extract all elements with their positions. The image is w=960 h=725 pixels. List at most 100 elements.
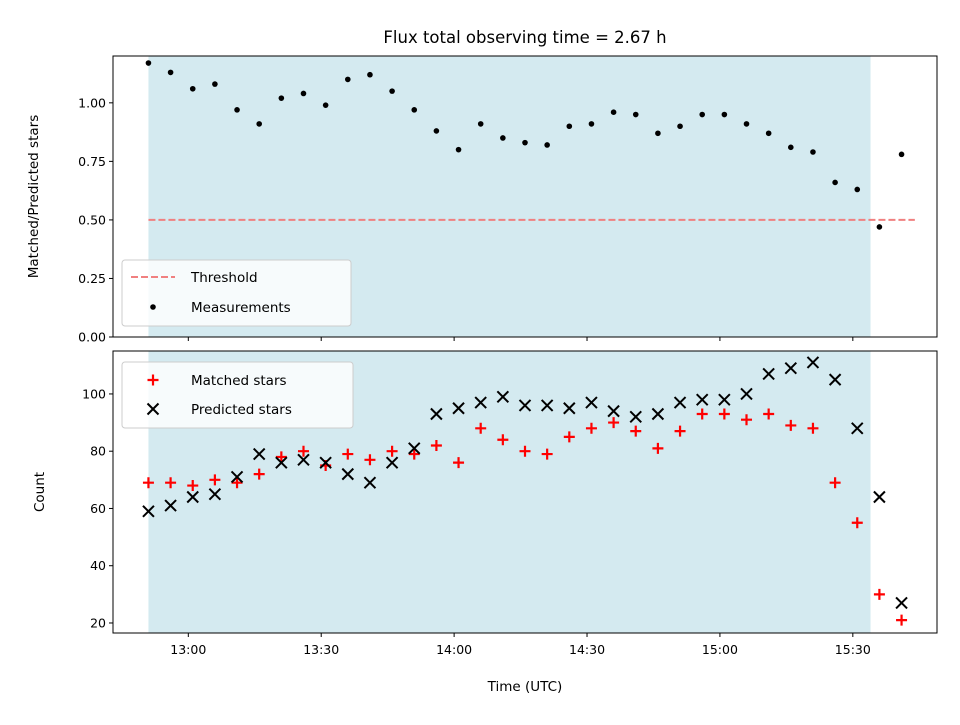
matched-star-point — [187, 480, 199, 492]
matched-star-point — [630, 425, 642, 437]
measurement-point — [322, 102, 329, 108]
legend-predicted-label: Predicted stars — [191, 402, 292, 418]
matched-star-point — [652, 442, 664, 454]
ratio-x-axis — [187, 337, 854, 341]
measurement-point — [212, 81, 218, 87]
predicted-star-point — [629, 410, 642, 424]
predicted-star-point — [496, 390, 510, 404]
matched-star-point — [297, 445, 309, 457]
ratio-legend-box — [121, 259, 352, 327]
matched-star-point — [430, 439, 442, 451]
measurement-point — [810, 149, 816, 155]
measurement-point — [234, 107, 240, 113]
matched-star-point — [763, 408, 775, 420]
matched-star-point — [585, 422, 597, 434]
legend-predicted-swatch — [146, 402, 160, 416]
x-tick-label: 15:00 — [702, 642, 738, 657]
x-tick-label: 13:30 — [303, 642, 339, 657]
x-tick-label: 14:00 — [436, 642, 472, 657]
predicted-star-point — [607, 404, 620, 418]
matched-star-point — [896, 614, 908, 626]
matched-star-point — [674, 425, 686, 437]
ratio-y-axis: 0.00 0.25 0.50 0.75 1.00 — [78, 95, 113, 345]
measurement-point — [610, 109, 617, 115]
count-y-axis: 20 40 60 80 100 — [82, 386, 113, 630]
predicted-star-point — [518, 399, 532, 412]
predicted-star-point — [341, 467, 355, 481]
matched-star-point — [718, 408, 730, 420]
matched-star-point — [165, 477, 177, 489]
time-x-axis: 13:00 13:30 14:00 14:30 15:00 15:30 — [170, 633, 871, 657]
predicted-star-point — [718, 393, 731, 406]
ratio-panel-frame — [112, 55, 938, 338]
predicted-star-point — [452, 402, 465, 415]
y-tick-label: 0.00 — [78, 330, 106, 345]
predicted-star-point — [474, 396, 487, 409]
y-tick-label: 100 — [82, 386, 106, 401]
measurement-point — [522, 139, 528, 146]
y-tick-label: 0.25 — [78, 271, 106, 286]
predicted-star-point — [784, 361, 798, 375]
predicted-star-point — [895, 596, 908, 610]
predicted-star-point — [540, 399, 554, 412]
matched-star-point — [275, 451, 287, 463]
measurement-point — [788, 144, 794, 151]
y-tick-label: 20 — [90, 615, 106, 630]
measurement-point — [455, 146, 462, 153]
y-tick-label: 80 — [90, 444, 106, 459]
predicted-star-point — [828, 373, 842, 386]
measurement-point — [765, 130, 772, 137]
measurement-point — [189, 85, 196, 92]
measurement-point — [699, 111, 706, 118]
count-y-axis-label: Count — [32, 472, 48, 512]
predicted-star-point — [297, 453, 310, 466]
time-x-axis-label: Time (UTC) — [487, 679, 563, 695]
predicted-star-point — [762, 367, 775, 381]
legend-matched-label: Matched stars — [191, 373, 287, 389]
measurement-point — [278, 95, 285, 101]
predicted-star-point — [208, 487, 222, 501]
predicted-star-point — [563, 402, 576, 415]
measurement-point — [743, 121, 750, 127]
matched-star-point — [696, 408, 708, 420]
matched-star-point — [563, 431, 575, 443]
count-panel: 20 40 60 80 100 13:00 13:30 14:00 14:30 15:00 15:… — [32, 350, 938, 695]
measurement-point — [832, 179, 838, 186]
chart-title: Flux total observing time = 2.67 h — [383, 28, 666, 47]
matched-star-point — [231, 477, 243, 489]
predicted-star-point — [230, 470, 244, 484]
matched-star-point — [851, 517, 863, 529]
matched-star-point — [497, 434, 509, 446]
matched-star-point — [829, 477, 841, 489]
legend-threshold-label: Threshold — [190, 270, 258, 286]
predicted-star-point — [408, 442, 421, 455]
matched-star-point — [785, 419, 797, 431]
count-points — [142, 356, 908, 626]
measurement-point — [344, 76, 351, 83]
predicted-star-point — [275, 456, 288, 469]
y-tick-label: 1.00 — [78, 95, 106, 110]
legend-plus-marker — [147, 374, 159, 386]
measurement-point — [876, 224, 883, 230]
ratio-panel: 0.00 0.25 0.50 0.75 1.00 Flux total observin… — [26, 28, 938, 345]
matched-star-point — [519, 445, 531, 457]
measurement-point — [300, 90, 307, 97]
predicted-star-point — [806, 356, 820, 369]
predicted-star-point — [252, 447, 266, 461]
matched-star-point — [408, 448, 420, 460]
predicted-star-point — [430, 407, 443, 421]
matched-star-point — [475, 422, 487, 434]
predicted-star-point — [164, 499, 177, 512]
matched-star-point — [541, 448, 553, 460]
matched-star-point — [209, 474, 221, 486]
predicted-star-point — [319, 456, 332, 469]
measurement-point — [389, 88, 395, 94]
predicted-star-point — [740, 387, 753, 401]
matched-star-point — [142, 477, 154, 489]
predicted-star-point — [851, 422, 864, 435]
x-tick-label: 14:30 — [569, 642, 605, 657]
matched-star-point — [253, 468, 265, 480]
measurement-points — [145, 60, 905, 230]
predicted-star-point — [142, 505, 155, 518]
y-tick-label: 40 — [90, 558, 106, 573]
